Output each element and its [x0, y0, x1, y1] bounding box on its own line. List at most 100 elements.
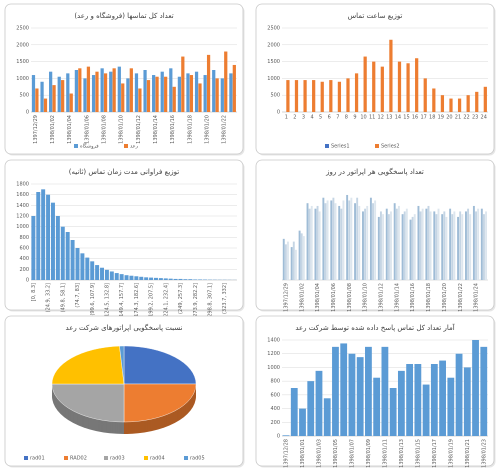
- x-tick-label: 1398/01/02: [50, 115, 56, 144]
- bar: [447, 377, 455, 436]
- pie-slice: [123, 383, 197, 423]
- bar: [393, 203, 396, 280]
- x-tick-label: 1398/01/08: [347, 283, 353, 312]
- bar: [178, 278, 183, 280]
- bar: [425, 208, 428, 280]
- x-tick-label: 1398/01/04: [315, 283, 321, 312]
- y-tick-label: 2000: [267, 42, 280, 48]
- bar: [60, 226, 65, 280]
- x-tick-label: 1398/01/21: [465, 439, 471, 468]
- bar: [50, 202, 55, 280]
- y-tick-label: 400: [19, 256, 29, 262]
- x-tick-label: 1398/01/20: [204, 115, 210, 144]
- bar: [212, 70, 216, 112]
- bar: [155, 76, 159, 112]
- bar: [177, 76, 182, 112]
- bar: [36, 192, 41, 280]
- bar: [290, 247, 293, 280]
- bar: [390, 211, 392, 280]
- bar: [441, 214, 444, 280]
- bar: [143, 70, 147, 112]
- bar: [95, 71, 99, 112]
- bar: [229, 73, 233, 112]
- bar: [103, 73, 108, 112]
- bar: [387, 214, 390, 280]
- bar: [186, 73, 190, 112]
- legend-label: RAD02: [70, 456, 87, 462]
- bar: [457, 216, 460, 280]
- y-tick-label: 600: [270, 392, 280, 398]
- bar: [356, 197, 359, 280]
- bar: [324, 203, 327, 280]
- bar: [432, 88, 436, 112]
- legend-swatch: [24, 456, 28, 460]
- bar: [65, 232, 70, 280]
- legend-label: Series2: [381, 144, 400, 150]
- bar: [206, 54, 211, 112]
- x-tick-label: 1398/01/16: [410, 283, 416, 312]
- bar: [453, 211, 456, 280]
- bar: [119, 274, 124, 280]
- x-tick-label: (24.9, 33.2]: [46, 283, 52, 312]
- y-tick-label: 1200: [16, 214, 29, 220]
- bar: [381, 346, 389, 436]
- chart-title: آمار تعداد کل تماس پاسخ داده شده توسط شر…: [295, 323, 455, 332]
- x-tick-label: 1398/01/10: [363, 283, 369, 312]
- y-tick-label: 1500: [16, 59, 29, 65]
- legend-swatch: [64, 456, 68, 460]
- bar: [35, 88, 39, 112]
- bar: [100, 68, 104, 112]
- y-tick-label: 800: [270, 379, 280, 385]
- bar: [323, 398, 331, 436]
- bar: [389, 388, 397, 436]
- bar: [189, 75, 194, 112]
- pie-slice: [119, 345, 125, 385]
- bar: [409, 219, 412, 280]
- bar: [310, 205, 313, 280]
- x-tick-label: (174.3, 182.6]: [134, 283, 140, 319]
- bar: [314, 208, 317, 280]
- bar: [316, 205, 319, 280]
- bar: [168, 278, 173, 280]
- bar: [172, 86, 176, 112]
- x-tick-label: (99.6, 107.9]: [90, 283, 96, 316]
- legend-label: rad03: [110, 456, 125, 462]
- bar: [415, 58, 419, 112]
- bar: [49, 71, 53, 112]
- bar: [395, 208, 398, 280]
- bar: [358, 205, 361, 280]
- bar: [144, 277, 149, 280]
- bar: [366, 205, 369, 280]
- bar: [467, 208, 470, 280]
- bar: [181, 56, 185, 112]
- bar: [188, 279, 193, 280]
- bar: [427, 205, 430, 280]
- bar: [164, 76, 168, 112]
- bar: [75, 248, 80, 280]
- bar: [70, 240, 75, 280]
- x-tick-label: 1398/01/08: [101, 115, 107, 144]
- bar: [158, 278, 163, 280]
- bar: [485, 211, 488, 280]
- pie-slice: [51, 345, 125, 385]
- legend-label: rad05: [190, 456, 205, 462]
- bar: [354, 73, 359, 112]
- x-tick-label: 1398/01/09: [366, 439, 372, 468]
- bar: [466, 95, 470, 112]
- bar: [403, 211, 406, 280]
- x-tick-label: 5: [319, 115, 322, 121]
- legend-swatch: [325, 144, 329, 148]
- bar: [483, 86, 487, 112]
- x-tick-label: 1398/01/16: [170, 115, 176, 144]
- legend-swatch: [104, 456, 108, 460]
- bar: [348, 200, 351, 280]
- bar: [326, 200, 329, 280]
- bar: [41, 189, 46, 280]
- pie-slice: [123, 345, 197, 385]
- bar: [430, 364, 438, 436]
- x-tick-label: 9: [353, 115, 356, 121]
- bar: [389, 39, 393, 113]
- bar: [422, 384, 430, 436]
- bar: [183, 279, 188, 280]
- x-tick-label: 3: [302, 115, 305, 121]
